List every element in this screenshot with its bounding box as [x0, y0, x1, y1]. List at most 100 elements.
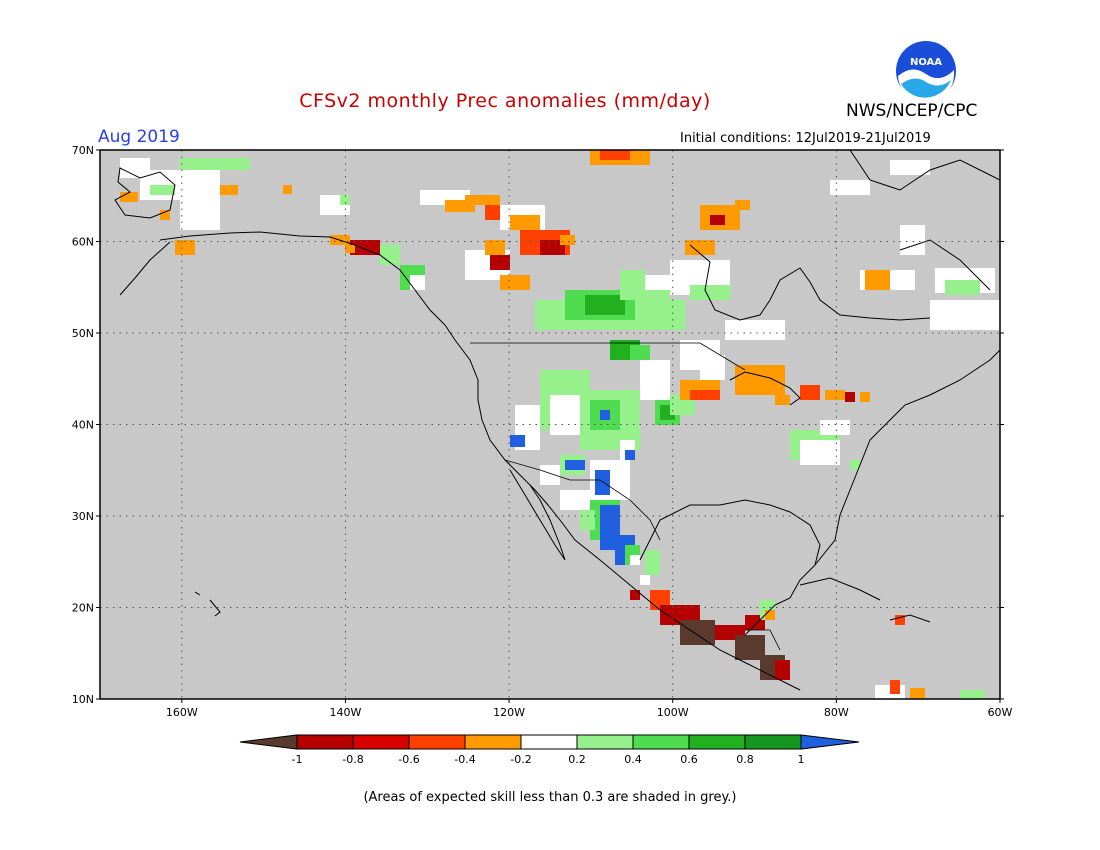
colorbar-label: -1: [292, 753, 303, 766]
lon-label: 100W: [657, 706, 689, 719]
agency-label: NWS/NCEP/CPC: [846, 101, 978, 121]
anomaly-cell: [465, 195, 500, 205]
anomaly-cell: [510, 435, 525, 447]
anomaly-cell: [595, 470, 610, 495]
colorbar-label: -0.8: [342, 753, 363, 766]
coastlines: [114, 150, 1000, 691]
anomaly-cell: [640, 290, 670, 310]
anomaly-cell: [630, 555, 640, 565]
anomaly-cell: [283, 185, 292, 194]
anomaly-cell: [565, 460, 585, 470]
colorbar-segment: [352, 734, 410, 750]
anomaly-cell: [345, 245, 355, 253]
colorbar-label: 0.6: [680, 753, 698, 766]
anomaly-cell: [850, 460, 860, 470]
anomaly-cell: [945, 280, 980, 295]
anomaly-cell: [800, 440, 840, 465]
colorbar-segment: [408, 734, 466, 750]
anomaly-cell: [230, 158, 250, 170]
anomaly-cell: [700, 355, 725, 380]
colorbar-arrow-left: [239, 734, 298, 750]
anomaly-cell: [340, 195, 350, 205]
lat-label: 60N: [72, 236, 94, 249]
colorbar-segment: [296, 734, 354, 750]
anomaly-cell: [600, 150, 630, 160]
valid-month-label: Aug 2019: [98, 127, 180, 147]
skill-footnote: (Areas of expected skill less than 0.3 a…: [363, 790, 737, 805]
axis-ticks: [96, 149, 1004, 703]
colorbar-segment: [688, 734, 746, 750]
colorbar-label: 0.4: [624, 753, 642, 766]
lat-label: 20N: [72, 602, 94, 615]
anomaly-cell: [640, 575, 650, 585]
anomaly-cell: [515, 405, 540, 430]
anomaly-cell: [890, 160, 930, 175]
lon-label: 120W: [493, 706, 525, 719]
colorbar-labels: -1 -0.8 -0.6 -0.4 -0.2 0.2 0.4 0.6 0.8 1: [292, 753, 805, 766]
anomaly-cell: [930, 300, 1000, 330]
colorbar-label: 0.8: [736, 753, 754, 766]
anomaly-cell: [645, 550, 660, 575]
initial-conditions-label: Initial conditions: 12Jul2019-21Jul2019: [680, 131, 931, 146]
anomaly-cell: [865, 270, 890, 290]
anomaly-cell: [825, 390, 845, 400]
anomaly-cell: [800, 385, 820, 400]
anomaly-cell: [510, 215, 540, 230]
anomaly-cell: [580, 510, 595, 530]
anomaly-cell: [845, 392, 855, 402]
anomaly-cell: [640, 360, 670, 400]
anomaly-cell: [175, 240, 195, 255]
anomaly-cell: [685, 240, 715, 255]
anomaly-cell: [485, 240, 505, 255]
anomaly-cell: [900, 225, 925, 255]
anomaly-cell: [560, 490, 590, 510]
anomaly-cell: [680, 620, 715, 645]
lon-label: 160W: [166, 706, 198, 719]
anomaly-cell: [895, 615, 905, 625]
colorbar-label: -0.4: [454, 753, 475, 766]
anomaly-cell: [410, 275, 425, 290]
anomaly-cell: [820, 420, 850, 435]
anomaly-cell: [725, 320, 785, 340]
lat-label: 70N: [72, 144, 94, 157]
colorbar-segment: [744, 734, 802, 750]
lat-label: 10N: [72, 693, 94, 706]
anomaly-cell: [490, 255, 510, 270]
anomaly-cell: [735, 200, 750, 210]
lat-label: 30N: [72, 510, 94, 523]
lon-label: 80W: [824, 706, 849, 719]
anomaly-cell: [585, 295, 625, 315]
colorbar-label: -0.6: [398, 753, 419, 766]
colorbar-segment: [464, 734, 522, 750]
anomaly-cell: [910, 688, 925, 699]
colorbar-arrow-right: [800, 734, 860, 750]
longitude-labels: 160W 140W 120W 100W 80W 60W: [166, 706, 1013, 719]
anomaly-cell: [540, 240, 565, 255]
anomaly-cell: [630, 345, 650, 360]
anomaly-cell: [500, 275, 530, 290]
chart-title: CFSv2 monthly Prec anomalies (mm/day): [299, 90, 711, 112]
anomaly-cell: [630, 590, 640, 600]
latitude-labels: 70N 60N 50N 40N 30N 20N 10N: [72, 144, 94, 706]
lat-label: 50N: [72, 327, 94, 340]
anomaly-cell: [760, 385, 780, 395]
lon-label: 140W: [330, 706, 362, 719]
colorbar-label: 1: [798, 753, 805, 766]
anomaly-cell: [160, 210, 170, 220]
map-panel: [100, 150, 1000, 699]
anomaly-cell: [710, 215, 725, 225]
graticule: [100, 150, 1000, 699]
colorbar-label: 0.2: [568, 753, 586, 766]
anomaly-cell: [120, 192, 138, 202]
colorbar-segment: [632, 734, 690, 750]
anomaly-cell: [380, 245, 400, 265]
anomaly-cells: [120, 150, 1000, 699]
anomaly-cell: [775, 660, 790, 680]
political-borders: [470, 342, 781, 651]
anomaly-cell: [765, 610, 775, 620]
anomaly-cell: [830, 180, 870, 195]
anomaly-cell: [220, 185, 238, 195]
colorbar-segment: [520, 734, 578, 750]
anomaly-cell: [150, 185, 175, 195]
